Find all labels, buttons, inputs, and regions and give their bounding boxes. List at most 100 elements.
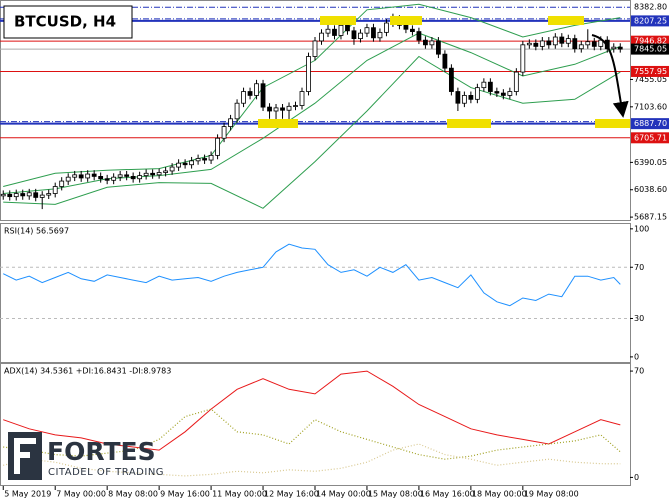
level-label: 6887.70 (634, 119, 667, 128)
candle-body (13, 193, 19, 198)
candle-body (59, 180, 65, 187)
candle-body (267, 106, 272, 112)
indicator-line (2, 243, 621, 307)
candle-body (104, 178, 110, 181)
panel-border (0, 0, 631, 221)
candle-body (46, 193, 52, 196)
candle-body (559, 36, 565, 44)
y-tick-label: 30 (634, 314, 644, 323)
candle-body (410, 28, 415, 32)
candle-body (195, 158, 201, 162)
candle-body (455, 91, 461, 104)
y-tick-label: 6390.05 (634, 158, 667, 167)
candle-body (208, 154, 214, 161)
x-tick-label: 7 May 00:00 (56, 490, 106, 499)
x-tick-label: 19 May 08:00 (524, 490, 579, 499)
x-tick-label: 8 May 08:00 (108, 490, 158, 499)
candle-body (578, 44, 584, 50)
indicator-line (3, 443, 621, 477)
candle-body (526, 42, 532, 46)
candle-body (280, 107, 285, 111)
candle-body (507, 91, 513, 96)
highlight (320, 16, 356, 25)
candle-body (260, 83, 266, 108)
candle-body (124, 174, 130, 177)
x-tick-label: 15 May 08:00 (368, 490, 423, 499)
y-tick-label: 0 (634, 352, 639, 361)
candle-body (273, 107, 279, 112)
x-tick-label: 14 May 00:00 (316, 490, 371, 499)
candle-body (617, 46, 623, 50)
level-label: 8207.25 (634, 16, 667, 25)
candle-body (429, 40, 435, 46)
level-label-box (631, 65, 669, 77)
candle-body (585, 41, 591, 46)
candle-body (546, 40, 552, 46)
candle-body (494, 91, 500, 94)
logo-name: FORTES (47, 437, 156, 466)
y-tick-label: 7455.05 (634, 75, 667, 84)
candle-body (552, 36, 558, 46)
band-line (3, 3, 621, 187)
candle-body (247, 91, 253, 96)
candle-body (345, 24, 350, 32)
panel-border (0, 223, 631, 363)
candle-body (319, 32, 324, 42)
x-tick-label: 16 May 16:00 (420, 490, 475, 499)
y-tick-label: 6038.60 (634, 185, 667, 194)
candle-body (65, 176, 71, 182)
x-tick-label: 12 May 16:00 (264, 490, 319, 499)
candle-body (39, 194, 45, 198)
logo-icon-part (14, 452, 30, 458)
candle-body (72, 174, 78, 178)
candle-body (163, 170, 169, 173)
candle-body (591, 41, 597, 47)
highlight (390, 16, 422, 25)
candle-body (487, 81, 493, 92)
candle-body (461, 95, 467, 104)
candle-body (52, 186, 58, 194)
candle-body (371, 27, 376, 39)
candle-body (20, 193, 26, 197)
logo: FORTES CITADEL OF TRADING (8, 432, 164, 480)
candle-body (91, 173, 97, 177)
candle-body (156, 172, 162, 176)
candle-body (182, 162, 188, 166)
candle-body (176, 162, 182, 168)
candle-body (500, 92, 506, 96)
candle-body (565, 38, 571, 44)
candle-body (169, 166, 175, 172)
panel-border (0, 363, 631, 486)
forecast-arrow (591, 34, 629, 118)
candle-body (254, 83, 259, 96)
highlight (258, 119, 298, 128)
level-label-box (631, 15, 669, 27)
candle-body (98, 175, 104, 180)
candle-body (611, 46, 617, 50)
candle-body (436, 40, 441, 55)
candle-body (234, 102, 240, 120)
candle-body (78, 174, 84, 179)
level-label: 7845.05 (634, 45, 667, 54)
candle-body (403, 24, 409, 30)
candle-body (228, 118, 233, 127)
y-tick-label: 70 (634, 367, 644, 376)
candle-body (423, 39, 428, 46)
candle-body (293, 105, 298, 107)
candle-body (539, 40, 545, 47)
level-label-box (631, 118, 669, 130)
x-tick-label: 9 May 16:00 (160, 490, 210, 499)
candle-body (338, 24, 344, 36)
candle-body (241, 91, 246, 104)
y-tick-label: 7103.60 (634, 102, 667, 111)
level-label-box (631, 43, 669, 55)
candle-body (0, 193, 6, 197)
candle-body (143, 172, 149, 177)
candle-body (520, 44, 526, 73)
y-tick-label: 100 (634, 224, 649, 233)
candle-body (384, 22, 389, 33)
level-label: 8382.80 (634, 3, 667, 12)
